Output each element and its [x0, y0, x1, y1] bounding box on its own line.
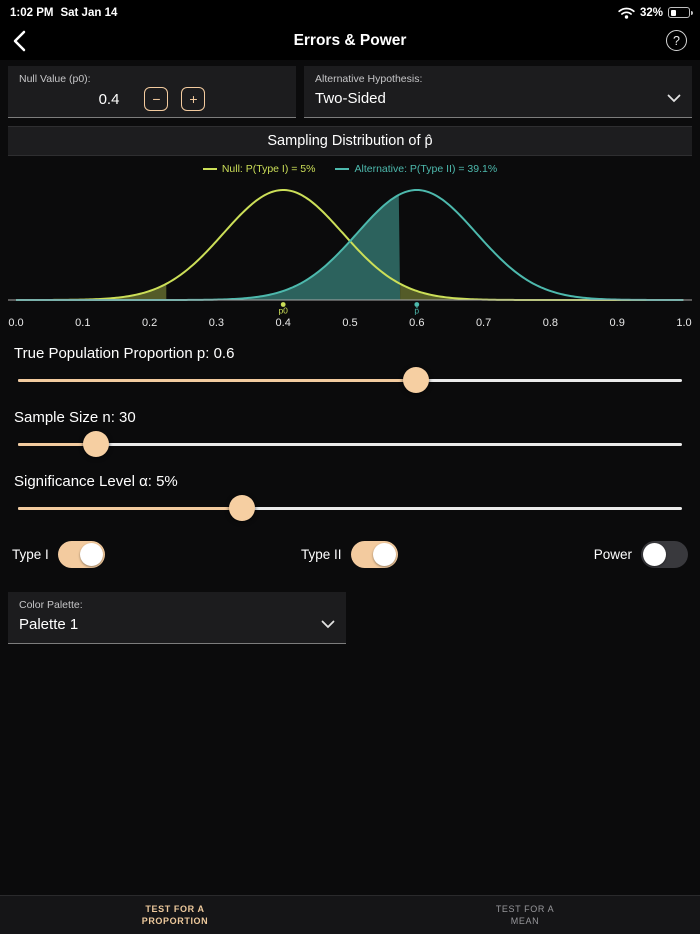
legend-label-alternative: Alternative: P(Type II) = 39.1%	[354, 163, 498, 175]
help-button[interactable]: ?	[666, 30, 687, 51]
tab-bar: TEST FOR A PROPORTION TEST FOR A MEAN	[0, 895, 700, 934]
legend-swatch-null	[202, 168, 217, 170]
tab-label-line1: TEST FOR A	[495, 903, 555, 914]
tab-test-for-mean[interactable]: TEST FOR A MEAN	[350, 896, 700, 934]
color-palette-panel: Color Palette: Palette 1	[8, 592, 346, 644]
page-title: Errors & Power	[293, 32, 407, 49]
svg-text:p̂: p̂	[414, 306, 419, 316]
sampling-distribution-chart: p0 p̂ 0.0 0.1 0.2 0.3 0.4 0.5 0.6 0.7 0.8 0.9 1.0	[8, 188, 692, 329]
chevron-down-icon	[321, 620, 335, 629]
slider-thumb[interactable]	[83, 431, 110, 457]
chevron-down-icon	[667, 94, 681, 103]
toggle-knob	[372, 543, 396, 566]
battery-fill	[670, 9, 676, 16]
battery-icon	[668, 7, 693, 18]
significance-slider[interactable]	[18, 495, 682, 521]
power-toggle-label: Power	[593, 547, 632, 562]
decrement-button[interactable]: −	[144, 87, 169, 111]
toggle-knob	[642, 543, 666, 566]
svg-text:0.4: 0.4	[276, 317, 291, 329]
toggle-row: Type I Type II Power	[12, 541, 688, 568]
wifi-icon	[618, 7, 635, 19]
type1-toggle-group: Type I	[12, 541, 105, 568]
status-left: 1:02 PM Sat Jan 14	[10, 7, 117, 19]
status-right: 32%	[618, 6, 693, 19]
minus-icon: −	[152, 91, 161, 107]
slider-track[interactable]	[18, 442, 682, 446]
proportion-slider-group: True Population Proportion p: 0.6	[14, 345, 686, 393]
proportion-slider[interactable]	[18, 367, 682, 393]
tab-label-line2: PROPORTION	[141, 916, 209, 926]
legend-item-alternative: Alternative: P(Type II) = 39.1%	[335, 163, 497, 175]
null-value-stepper: 0.4 − +	[19, 87, 285, 111]
toggle-knob	[79, 543, 103, 566]
sample-size-slider-label: Sample Size n: 30	[14, 409, 136, 426]
null-value-label: Null Value (p0):	[19, 73, 91, 85]
tab-test-for-proportion[interactable]: TEST FOR A PROPORTION	[0, 896, 350, 934]
svg-text:0.3: 0.3	[209, 317, 224, 329]
null-value: 0.4	[98, 90, 120, 108]
chart-section: Sampling Distribution of p̂ Null: P(Type…	[8, 126, 692, 329]
svg-text:p0: p0	[278, 306, 288, 316]
plus-icon: +	[189, 91, 198, 107]
chart-legend: Null: P(Type I) = 5% Alternative: P(Type…	[8, 163, 692, 175]
alternative-hypothesis-label: Alternative Hypothesis:	[315, 73, 423, 85]
null-value-panel: Null Value (p0): 0.4 − +	[8, 66, 296, 118]
type1-toggle-label: Type I	[12, 547, 49, 562]
chevron-left-icon	[13, 30, 26, 52]
slider-fill	[18, 378, 417, 382]
svg-text:0.1: 0.1	[75, 317, 90, 329]
svg-text:0.8: 0.8	[543, 317, 558, 329]
legend-label-null: Null: P(Type I) = 5%	[221, 163, 316, 175]
power-toggle[interactable]	[640, 541, 688, 568]
slider-thumb[interactable]	[229, 495, 256, 521]
slider-fill	[18, 442, 97, 446]
slider-track[interactable]	[18, 506, 682, 510]
nav-bar: Errors & Power ?	[0, 22, 700, 60]
status-date: Sat Jan 14	[60, 6, 118, 19]
type2-toggle-label: Type II	[300, 547, 342, 562]
tab-label-line1: TEST FOR A	[145, 903, 205, 914]
alternative-hypothesis-value: Two-Sided	[315, 90, 386, 107]
svg-text:0.6: 0.6	[409, 317, 424, 329]
increment-button[interactable]: +	[181, 87, 206, 111]
legend-swatch-alternative	[335, 168, 350, 170]
power-toggle-group: Power	[594, 541, 688, 568]
sample-size-slider-group: Sample Size n: 30	[14, 409, 686, 457]
svg-text:0.7: 0.7	[476, 317, 491, 329]
sample-size-slider[interactable]	[18, 431, 682, 457]
color-palette-value: Palette 1	[19, 616, 79, 633]
svg-text:0.9: 0.9	[610, 317, 625, 329]
question-mark-icon: ?	[673, 33, 680, 48]
svg-text:0.2: 0.2	[142, 317, 157, 329]
color-palette-select[interactable]: Palette 1	[19, 616, 335, 633]
significance-slider-group: Significance Level α: 5%	[14, 473, 686, 521]
svg-text:0.0: 0.0	[8, 317, 23, 329]
type2-toggle-group: Type II	[301, 541, 398, 568]
chart-title: Sampling Distribution of p̂	[8, 126, 692, 156]
slider-fill	[18, 506, 243, 510]
significance-slider-label: Significance Level α: 5%	[14, 473, 178, 490]
legend-item-null: Null: P(Type I) = 5%	[202, 163, 316, 175]
svg-text:0.5: 0.5	[342, 317, 357, 329]
alternative-hypothesis-select[interactable]: Two-Sided	[315, 90, 681, 107]
battery-percent: 32%	[639, 6, 663, 19]
back-button[interactable]	[13, 30, 26, 57]
alternative-hypothesis-panel: Alternative Hypothesis: Two-Sided	[304, 66, 692, 118]
tab-label-line2: MEAN	[510, 916, 540, 926]
status-time: 1:02 PM	[10, 6, 54, 19]
status-bar: 1:02 PM Sat Jan 14 32%	[0, 0, 700, 22]
type2-toggle[interactable]	[350, 541, 398, 568]
color-palette-label: Color Palette:	[19, 599, 83, 611]
slider-thumb[interactable]	[403, 367, 430, 393]
proportion-slider-label: True Population Proportion p: 0.6	[14, 345, 235, 362]
svg-text:1.0: 1.0	[676, 317, 691, 329]
control-row: Null Value (p0): 0.4 − + Alternative Hyp…	[8, 66, 692, 118]
type1-toggle[interactable]	[57, 541, 105, 568]
